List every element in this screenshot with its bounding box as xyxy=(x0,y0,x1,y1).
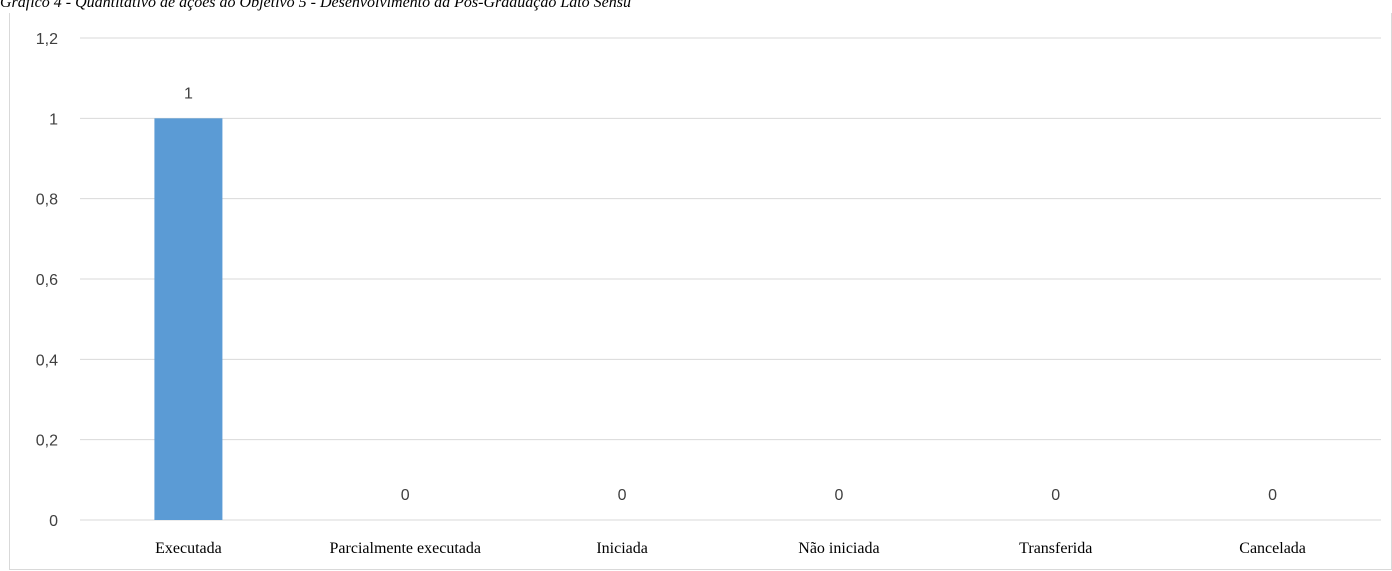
y-tick-label: 0,2 xyxy=(36,433,58,450)
y-tick-label: 0,4 xyxy=(36,352,58,369)
x-category-label: Não iniciada xyxy=(798,540,879,557)
x-category-label: Executada xyxy=(155,540,222,557)
bar xyxy=(154,118,223,520)
data-label: 0 xyxy=(401,487,410,504)
data-label: 0 xyxy=(1268,487,1277,504)
chart-caption: Gráfico 4 - Quantitativo de ações do Obj… xyxy=(0,0,631,11)
x-axis-categories: Executada Parcialmente executada Iniciada N… xyxy=(155,540,1306,557)
y-tick-label: 0,6 xyxy=(36,272,58,289)
y-axis-ticks: 0 0,2 0,4 0,6 0,8 1 1,2 xyxy=(36,31,58,530)
x-category-label: Parcialmente executada xyxy=(330,540,481,557)
data-label: 0 xyxy=(834,487,843,504)
data-labels: 1 0 0 0 0 0 xyxy=(184,85,1277,504)
bars xyxy=(154,118,223,520)
x-category-label: Iniciada xyxy=(596,540,648,557)
data-label: 0 xyxy=(1051,487,1060,504)
x-category-label: Cancelada xyxy=(1239,540,1306,557)
y-tick-label: 1,2 xyxy=(36,31,58,48)
x-category-label: Transferida xyxy=(1019,540,1092,557)
y-tick-label: 0,8 xyxy=(36,192,58,209)
y-tick-label: 1 xyxy=(49,111,58,128)
data-label: 0 xyxy=(618,487,627,504)
data-label: 1 xyxy=(184,85,193,102)
y-tick-label: 0 xyxy=(49,513,58,530)
gridlines xyxy=(80,37,1381,521)
